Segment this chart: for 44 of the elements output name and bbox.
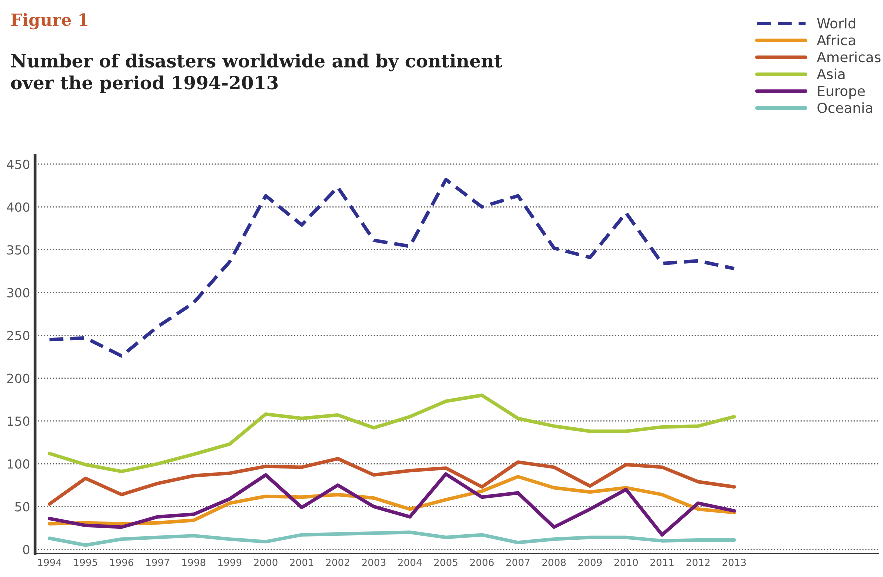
x-tick-label: 1999 (218, 558, 242, 566)
chart-subtitle: Number of disasters worldwide and by continent over the period 1994-2013 (11, 54, 503, 94)
y-tick-label: 300 (8, 288, 30, 298)
legend-label: Oceania (818, 102, 872, 114)
line-series (48, 475, 736, 526)
y-tick-label: 50 (16, 502, 30, 512)
x-tick-label: 2001 (290, 558, 314, 566)
x-tick-label: 2011 (650, 558, 674, 566)
x-tick-label: 2009 (578, 558, 602, 566)
x-tick-label: 2002 (326, 558, 350, 566)
x-tick-label: 1995 (74, 558, 98, 566)
x-tick-label: 1994 (38, 558, 62, 566)
line-series (48, 178, 736, 358)
x-tick-label: 1997 (146, 558, 170, 566)
legend-label: Asia (817, 68, 845, 80)
x-tick-label: 2012 (686, 558, 710, 566)
y-tick-label: 150 (8, 416, 30, 426)
chart-title: Figure 1 (11, 13, 88, 30)
x-tick-label: 2003 (362, 558, 386, 566)
line-series (48, 457, 736, 506)
x-tick-label: 2008 (542, 558, 566, 566)
legend-label: Americas (817, 52, 881, 63)
line-series (48, 472, 736, 537)
legend-label: World (817, 18, 856, 29)
x-tick-label: 1996 (110, 558, 134, 566)
x-tick-label: 2005 (434, 558, 458, 566)
x-tick-label: 2004 (398, 558, 422, 566)
y-tick-label: 250 (8, 331, 30, 341)
legend-label: Africa (817, 34, 856, 46)
y-tick-label: 400 (7, 202, 30, 212)
x-tick-label: 2000 (254, 558, 278, 566)
y-tick-label: 0 (23, 545, 30, 555)
y-tick-label: 350 (8, 245, 30, 255)
y-tick-label: 450 (7, 160, 30, 170)
x-tick-label: 2006 (470, 558, 494, 566)
x-tick-label: 2010 (614, 558, 638, 566)
x-tick-label: 2007 (506, 558, 530, 566)
x-tick-label: 2013 (722, 558, 746, 566)
x-tick-label: 1998 (182, 558, 206, 566)
line-series (48, 394, 736, 474)
y-tick-label: 200 (8, 374, 30, 384)
y-tick-label: 100 (8, 459, 30, 469)
line-series (48, 530, 736, 548)
legend-label: Europe (818, 86, 866, 100)
